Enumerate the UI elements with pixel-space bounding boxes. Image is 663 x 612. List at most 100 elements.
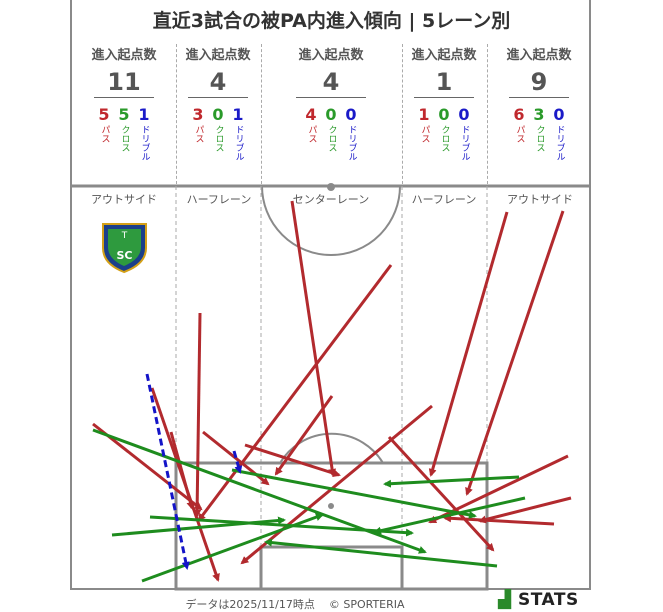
lane-name-center: センターレーン xyxy=(292,193,370,206)
lane-divider xyxy=(176,44,177,184)
svg-text:T: T xyxy=(121,231,128,241)
lane-stat-outside-right: 進入起点数 9 xyxy=(503,44,575,98)
pass-label: パス xyxy=(419,125,430,143)
goal-area xyxy=(259,545,404,591)
cross-arrow xyxy=(231,468,477,519)
lane-total: 1 xyxy=(435,68,453,96)
pass-arrow xyxy=(290,200,337,477)
penalty-arc xyxy=(279,432,384,464)
dribble-count: 0 xyxy=(345,105,357,124)
cross-count: 0 xyxy=(438,105,450,124)
lane-name-halfspace-right: ハーフレーン xyxy=(411,193,477,206)
divider-line xyxy=(414,97,474,98)
pass-count: 6 xyxy=(513,105,525,124)
lane-total: 4 xyxy=(322,68,340,96)
cross-count: 0 xyxy=(325,105,337,124)
lane-total: 11 xyxy=(107,68,141,96)
pass-count: 4 xyxy=(305,105,317,124)
lane-stat-halfspace-left: 進入起点数 4 xyxy=(182,44,254,98)
brand-logo: ▟ STATS xyxy=(498,590,579,610)
pass-arrow xyxy=(197,264,393,522)
lane-stat-halfspace-right: 進入起点数 1 xyxy=(408,44,480,98)
center-circle xyxy=(261,185,401,256)
svg-text:SC: SC xyxy=(117,249,133,262)
cross-arrow xyxy=(149,515,414,537)
dribble-arrow xyxy=(232,450,243,474)
cross-arrow xyxy=(373,496,526,535)
stat-header: 進入起点数 xyxy=(506,48,572,63)
dribble-count: 1 xyxy=(232,105,244,124)
club-crest-icon: T SC xyxy=(102,223,147,274)
stat-header: 進入起点数 xyxy=(91,48,157,63)
pass-arrow xyxy=(274,395,334,476)
dribble-count: 0 xyxy=(458,105,470,124)
penalty-spot xyxy=(328,503,334,509)
lane-breakdown: 3 パス 0 クロス 1 ドリブル xyxy=(191,105,245,162)
dribble-arrow xyxy=(145,373,190,570)
cross-count: 0 xyxy=(212,105,224,124)
stat-header: 進入起点数 xyxy=(185,48,251,63)
stat-header: 進入起点数 xyxy=(411,48,477,63)
dribble-label: ドリブル xyxy=(233,125,244,161)
brand-name: STATS xyxy=(518,590,579,610)
pass-arrow xyxy=(478,496,572,524)
pass-arrow xyxy=(443,514,555,526)
pass-arrow xyxy=(465,210,565,496)
stat-header: 進入起点数 xyxy=(298,48,364,63)
divider-line xyxy=(188,97,248,98)
cross-label: クロス xyxy=(119,125,130,152)
dribble-label: ドリブル xyxy=(459,125,470,161)
lane-divider xyxy=(261,44,262,184)
lane-divider xyxy=(402,44,403,184)
pass-count: 5 xyxy=(98,105,110,124)
divider-line xyxy=(94,97,154,98)
pass-count: 1 xyxy=(418,105,430,124)
lane-stat-center: 進入起点数 4 xyxy=(295,44,367,98)
lane-breakdown: 6 パス 3 クロス 0 ドリブル xyxy=(512,105,566,162)
cross-label: クロス xyxy=(534,125,545,152)
pass-arrow xyxy=(240,404,433,565)
lane-total: 4 xyxy=(209,68,227,96)
pass-arrow xyxy=(169,431,195,510)
chart-title: 直近3試合の被PA内進入傾向 | 5レーン別 xyxy=(152,10,511,32)
cross-arrow xyxy=(141,513,324,583)
cross-arrow xyxy=(264,538,498,568)
cross-label: クロス xyxy=(213,125,224,152)
dribble-label: ドリブル xyxy=(139,125,150,161)
lane-breakdown: 5 パス 5 クロス 1 ドリブル xyxy=(97,105,151,162)
pass-arrow xyxy=(193,312,202,518)
pass-arrow xyxy=(387,435,495,552)
cross-arrows xyxy=(92,428,526,583)
dribble-label: ドリブル xyxy=(554,125,565,161)
pass-label: パス xyxy=(514,125,525,143)
pass-label: パス xyxy=(193,125,204,143)
lane-breakdown: 4 パス 0 クロス 0 ドリブル xyxy=(304,105,358,162)
cross-count: 5 xyxy=(118,105,130,124)
dribble-label: ドリブル xyxy=(346,125,357,161)
data-date: データは2025/11/17時点 xyxy=(185,598,315,611)
pass-arrows xyxy=(92,200,572,582)
cross-label: クロス xyxy=(326,125,337,152)
dribble-count: 0 xyxy=(553,105,565,124)
lane-stat-outside-left: 進入起点数 11 xyxy=(88,44,160,98)
pass-label: パス xyxy=(306,125,317,143)
pass-label: パス xyxy=(99,125,110,143)
divider-line xyxy=(296,97,366,98)
lane-total: 9 xyxy=(530,68,548,96)
lane-name-outside-right: アウトサイド xyxy=(507,193,573,206)
lane-name-outside-left: アウトサイド xyxy=(91,193,157,206)
brand-mark-icon: ▟ xyxy=(498,590,512,610)
dribble-arrows xyxy=(145,373,243,570)
divider-line xyxy=(509,97,569,98)
pass-arrow xyxy=(244,443,341,477)
pass-arrow xyxy=(428,211,509,477)
center-spot xyxy=(327,183,335,191)
lane-breakdown: 1 パス 0 クロス 0 ドリブル xyxy=(417,105,471,162)
dribble-count: 1 xyxy=(138,105,150,124)
lane-divider xyxy=(487,44,488,184)
cross-label: クロス xyxy=(439,125,450,152)
lane-name-halfspace-left: ハーフレーン xyxy=(186,193,252,206)
pass-count: 3 xyxy=(192,105,204,124)
cross-count: 3 xyxy=(533,105,545,124)
